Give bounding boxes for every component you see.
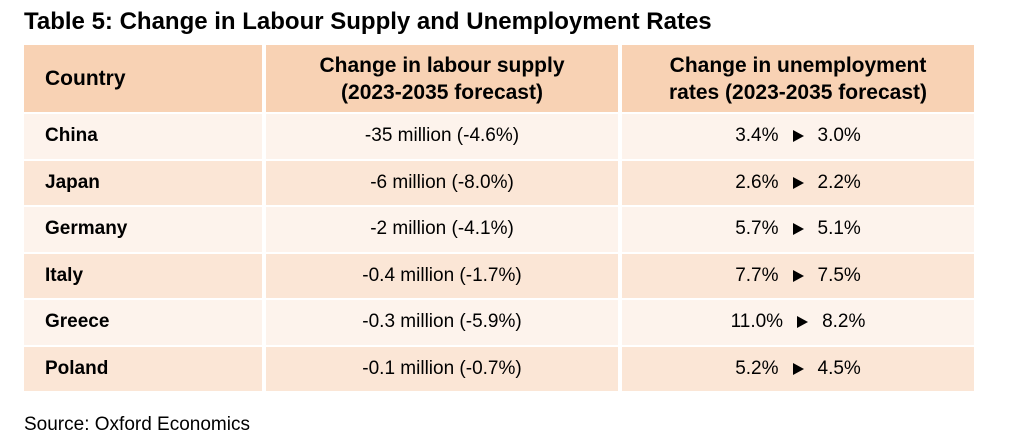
unemployment-change-cell: 3.4% 3.0% — [622, 113, 974, 160]
arrow-right-icon — [792, 269, 804, 282]
unemployment-change-cell: 5.2% 4.5% — [622, 345, 974, 392]
unemployment-change-cell: 7.7% 7.5% — [622, 252, 974, 299]
rate-to: 8.2% — [822, 311, 866, 333]
labour-change-cell: -6 million (-8.0%) — [266, 159, 618, 206]
header-labour-line2: (2023-2035 forecast) — [341, 80, 543, 104]
country-cell: Germany — [24, 206, 262, 253]
rate-to: 7.5% — [817, 264, 861, 286]
unemployment-change-cell: 5.7% 5.1% — [622, 206, 974, 253]
unemployment-change-cell: 2.6% 2.2% — [622, 159, 974, 206]
country-cell: China — [24, 113, 262, 160]
rate-to: 2.2% — [817, 171, 861, 193]
header-unemp-line2: rates (2023-2035 forecast) — [669, 80, 927, 104]
arrow-right-icon — [792, 362, 804, 375]
arrow-right-icon — [797, 316, 809, 329]
labour-change-cell: -2 million (-4.1%) — [266, 206, 618, 253]
rate-from: 5.7% — [735, 218, 779, 240]
rate-to: 4.5% — [817, 357, 861, 379]
labour-change-cell: -0.3 million (-5.9%) — [266, 299, 618, 346]
rate-to: 3.0% — [817, 125, 861, 147]
arrow-right-icon — [792, 130, 804, 143]
country-cell: Italy — [24, 252, 262, 299]
arrow-right-icon — [792, 176, 804, 189]
labour-change-cell: -0.1 million (-0.7%) — [266, 345, 618, 392]
header-unemp-line1: Change in unemployment — [669, 53, 927, 77]
rate-from: 5.2% — [735, 357, 779, 379]
rate-from: 7.7% — [735, 264, 779, 286]
header-labour-supply: Change in labour supply (2023-2035 forec… — [266, 45, 618, 113]
rate-to: 5.1% — [817, 218, 861, 240]
unemployment-change-cell: 11.0% 8.2% — [622, 299, 974, 346]
header-labour-line1: Change in labour supply — [319, 53, 565, 77]
source-note: Source: Oxford Economics — [24, 414, 250, 435]
labour-change-cell: -0.4 million (-1.7%) — [266, 252, 618, 299]
data-table: Country Change in labour supply (2023-20… — [24, 45, 974, 392]
rate-from: 3.4% — [735, 125, 779, 147]
header-unemployment: Change in unemployment rates (2023-2035 … — [622, 45, 974, 113]
labour-change-cell: -35 million (-4.6%) — [266, 113, 618, 160]
country-cell: Poland — [24, 345, 262, 392]
country-cell: Greece — [24, 299, 262, 346]
rate-from: 11.0% — [730, 311, 784, 333]
table-title: Table 5: Change in Labour Supply and Une… — [24, 8, 712, 35]
arrow-right-icon — [792, 223, 804, 236]
country-cell: Japan — [24, 159, 262, 206]
rate-from: 2.6% — [735, 171, 779, 193]
header-country: Country — [24, 45, 262, 113]
